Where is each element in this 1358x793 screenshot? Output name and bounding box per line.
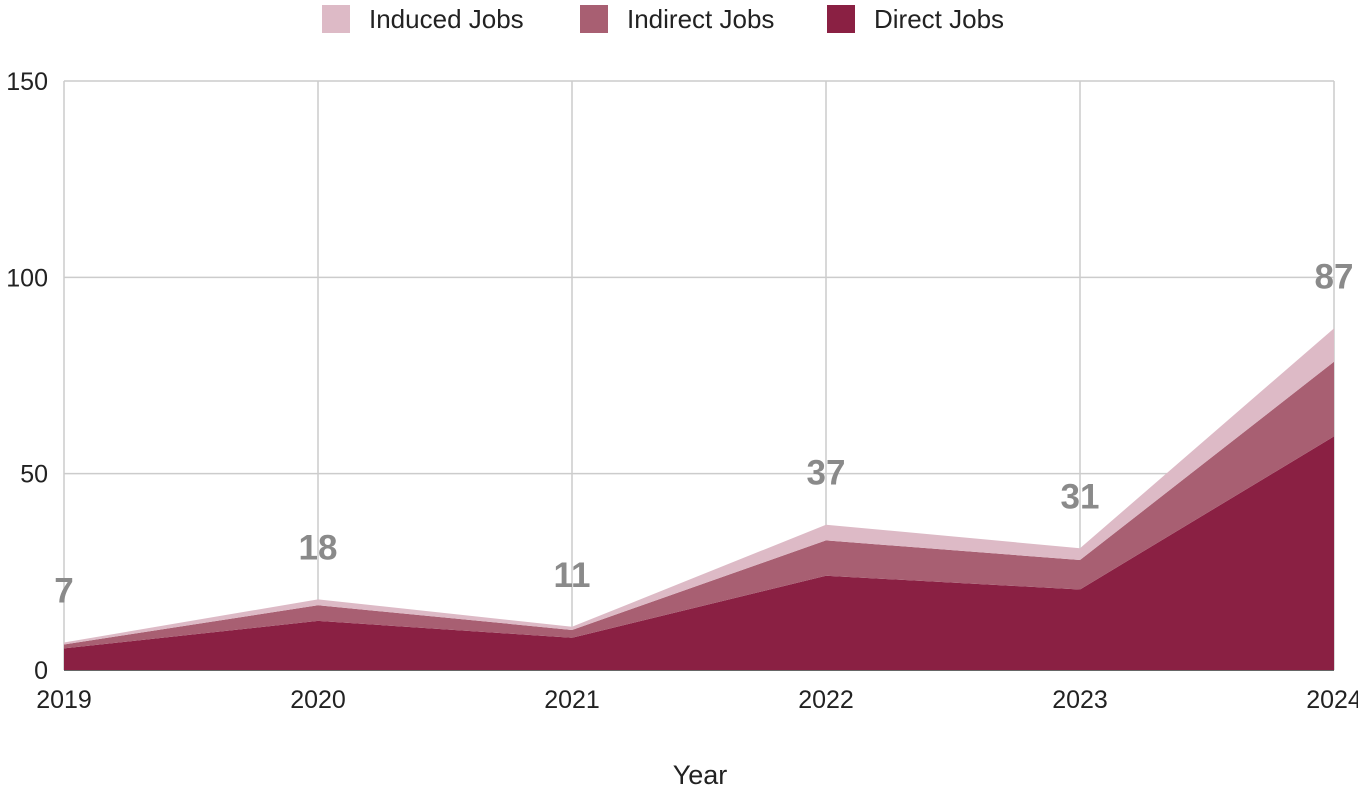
area-induced-jobs [64,328,1334,645]
x-tick-label: 2022 [798,686,854,714]
data-label: 31 [1061,477,1100,516]
legend-label: Indirect Jobs [627,4,774,34]
x-tick-label: 2023 [1052,686,1108,714]
legend-label: Direct Jobs [874,4,1004,34]
legend-label: Induced Jobs [369,4,524,34]
data-label: 7 [54,572,73,611]
legend-swatch [580,5,608,33]
legend-swatch [827,5,855,33]
legend: Induced Jobs Indirect Jobs Direct Jobs [322,4,1004,34]
x-tick-label: 2021 [544,686,600,714]
y-tick-label: 100 [6,264,48,292]
area-series [64,328,1334,670]
axis-ticks: 0 50 100 150 2019 2020 2021 2022 2023 2024 [6,68,1358,714]
x-tick-label: 2024 [1306,686,1358,714]
x-axis-title: Year [673,760,728,790]
data-label: 11 [554,556,591,595]
y-tick-label: 150 [6,68,48,96]
y-tick-label: 50 [20,461,48,489]
area-indirect-jobs [64,361,1334,649]
x-tick-label: 2019 [36,686,92,714]
data-labels: 7 18 11 37 31 87 [54,257,1353,610]
area-direct-jobs [64,436,1334,670]
data-label: 87 [1315,257,1354,296]
data-label: 37 [807,454,846,493]
y-tick-label: 0 [34,657,48,685]
legend-swatch [322,5,350,33]
x-tick-label: 2020 [290,686,346,714]
data-label: 18 [299,528,338,567]
